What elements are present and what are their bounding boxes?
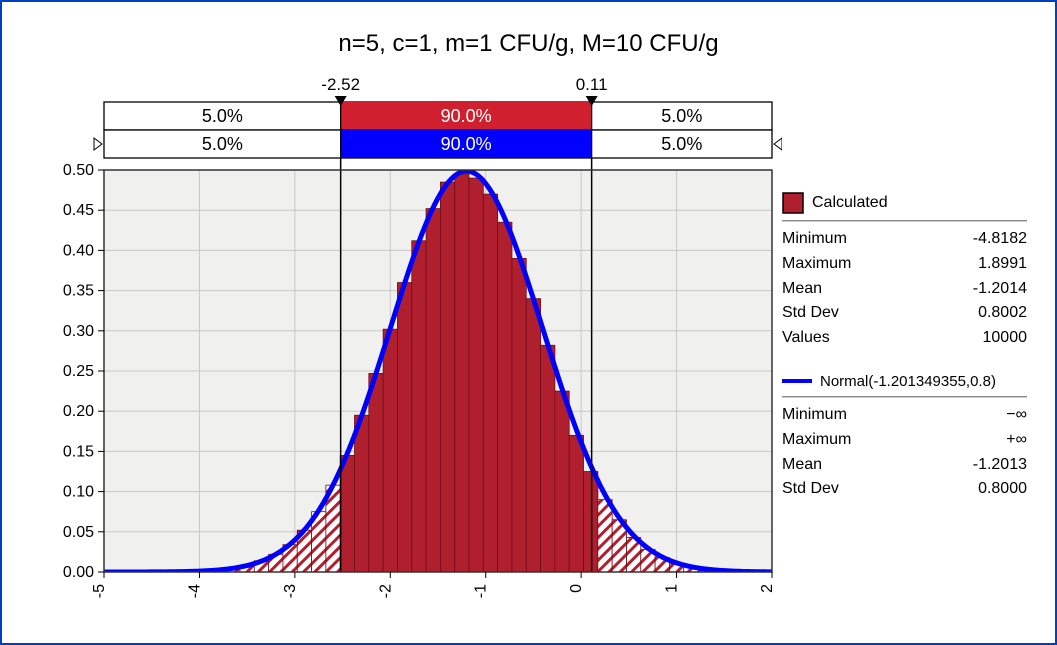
svg-text:5.0%: 5.0% (661, 106, 702, 126)
stat-key: Mean (782, 277, 822, 302)
svg-text:0.11: 0.11 (576, 75, 608, 94)
svg-text:0: 0 (568, 584, 585, 593)
legend-normal: Normal(-1.201349355,0.8) (782, 373, 1027, 390)
chart-title: n=5, c=1, m=1 CFU/g, M=10 CFU/g (338, 30, 718, 58)
normal-line-icon (782, 379, 812, 383)
legend-calculated: Calculated (782, 192, 1027, 214)
stat-row: Minimum -4.8182 (782, 227, 1027, 252)
svg-text:-5: -5 (91, 584, 108, 598)
stat-value: 0.8002 (978, 301, 1027, 326)
stat-value: −∞ (1006, 403, 1027, 428)
svg-text:0.20: 0.20 (63, 403, 94, 420)
svg-text:0.10: 0.10 (63, 484, 94, 501)
svg-text:-2.52: -2.52 (321, 75, 360, 94)
svg-text:1: 1 (664, 584, 681, 593)
legend-divider (782, 396, 1027, 397)
stat-row: Std Dev 0.8000 (782, 477, 1027, 502)
stat-row: Minimum −∞ (782, 403, 1027, 428)
stat-key: Mean (782, 453, 822, 478)
stat-key: Std Dev (782, 477, 839, 502)
stat-value: -1.2013 (973, 453, 1027, 478)
svg-text:-1: -1 (473, 584, 490, 598)
stat-key: Minimum (782, 227, 847, 252)
svg-text:0.05: 0.05 (63, 524, 94, 541)
stat-value: 10000 (983, 326, 1028, 351)
stat-row: Maximum +∞ (782, 428, 1027, 453)
svg-text:5.0%: 5.0% (202, 106, 243, 126)
stat-row: Mean -1.2014 (782, 277, 1027, 302)
stat-value: -1.2014 (973, 277, 1027, 302)
legend-normal-label: Normal(-1.201349355,0.8) (820, 373, 996, 390)
svg-text:-2: -2 (377, 584, 394, 598)
svg-text:0.40: 0.40 (63, 242, 94, 259)
stat-row: Maximum 1.8991 (782, 252, 1027, 277)
chart-frame: n=5, c=1, m=1 CFU/g, M=10 CFU/g 0.00 0.05… (0, 0, 1057, 645)
stat-key: Maximum (782, 428, 851, 453)
stat-value: -4.8182 (973, 227, 1027, 252)
calculated-stats: Minimum-4.8182Maximum1.8991Mean-1.2014St… (782, 227, 1027, 351)
stat-row: Mean -1.2013 (782, 453, 1027, 478)
svg-text:0.15: 0.15 (63, 443, 94, 460)
svg-text:0.35: 0.35 (63, 283, 94, 300)
stat-value: +∞ (1006, 428, 1027, 453)
stat-key: Minimum (782, 403, 847, 428)
legend-panel: Calculated Minimum-4.8182Maximum1.8991Me… (782, 192, 1027, 502)
svg-text:0.30: 0.30 (63, 323, 94, 340)
svg-text:90.0%: 90.0% (441, 134, 492, 154)
svg-text:0.25: 0.25 (63, 363, 94, 380)
stat-value: 1.8991 (978, 252, 1027, 277)
svg-text:-4: -4 (186, 584, 203, 598)
legend-calculated-label: Calculated (812, 194, 888, 212)
legend-divider (782, 220, 1027, 221)
svg-text:0.45: 0.45 (63, 202, 94, 219)
stat-key: Maximum (782, 252, 851, 277)
stat-row: Values 10000 (782, 326, 1027, 351)
stat-value: 0.8000 (978, 477, 1027, 502)
stat-key: Values (782, 326, 830, 351)
svg-text:0.50: 0.50 (63, 162, 94, 179)
svg-text:0.00: 0.00 (63, 564, 94, 581)
chart-svg: 0.00 0.05 0.10 0.15 0.20 0.25 0.30 0.35 0.40 0.45… (42, 62, 782, 622)
calculated-swatch-icon (782, 192, 804, 214)
stat-row: Std Dev 0.8002 (782, 301, 1027, 326)
stat-key: Std Dev (782, 301, 839, 326)
svg-text:5.0%: 5.0% (202, 134, 243, 154)
svg-text:90.0%: 90.0% (441, 106, 492, 126)
svg-text:2: 2 (759, 584, 776, 593)
normal-stats: Minimum −∞ Maximum +∞ Mean -1.2013 Std Dev 0.80… (782, 403, 1027, 502)
svg-text:5.0%: 5.0% (661, 134, 702, 154)
svg-text:-3: -3 (282, 584, 299, 598)
